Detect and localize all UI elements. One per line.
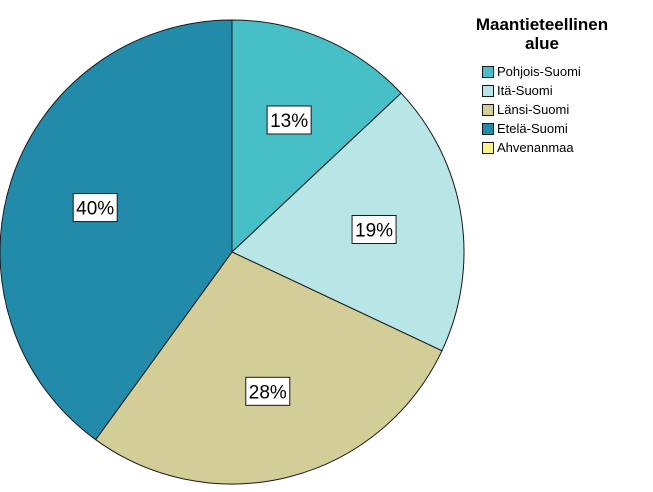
legend-title: Maantieteellinen alue [462, 15, 622, 53]
pie-label-box [266, 105, 312, 135]
legend-label: Ahvenanmaa [497, 140, 574, 155]
legend-label: Pohjois-Suomi [497, 64, 581, 79]
legend-swatch [482, 65, 494, 78]
legend-item-ahvenanmaa: Ahvenanmaa [482, 138, 622, 157]
legend-title-line-2: alue [524, 34, 560, 53]
pie-labels: 13% 19% 28% 40% [72, 105, 397, 406]
pie-label-lansi-suomi: 28% [245, 376, 291, 406]
legend-swatch [482, 103, 494, 116]
legend-title-line-1: Maantieteellinen [475, 15, 609, 34]
pie-label-text: 13% [270, 111, 308, 132]
pie-slice-ita-suomi [231, 92, 465, 352]
legend-label: Etelä-Suomi [497, 121, 568, 136]
legend-item-pohjois-suomi: Pohjois-Suomi [482, 62, 622, 81]
pie-label-box [351, 214, 397, 244]
pie-slices [0, 19, 465, 485]
pie-label-etela-suomi: 40% [72, 193, 118, 223]
pie-label-text: 28% [249, 382, 287, 403]
legend-items: Pohjois-Suomi Itä-Suomi Länsi-Suomi Etelä-S… [462, 62, 622, 157]
legend-item-lansi-suomi: Länsi-Suomi [482, 100, 622, 119]
pie-label-box [72, 193, 118, 223]
legend-item-etela-suomi: Etelä-Suomi [482, 119, 622, 138]
pie-slice-lansi-suomi [94, 251, 443, 485]
legend-item-ita-suomi: Itä-Suomi [482, 81, 622, 100]
pie-slice-pohjois-suomi [231, 19, 402, 254]
legend-label: Länsi-Suomi [497, 102, 570, 117]
legend-label: Itä-Suomi [497, 83, 553, 98]
legend-swatch [482, 141, 494, 154]
pie-label-pohjois-suomi: 13% [266, 105, 312, 135]
pie-label-text: 40% [76, 199, 114, 220]
pie-slice-etela-suomi [0, 19, 233, 441]
legend-swatch [482, 122, 494, 135]
pie-label-box [245, 376, 291, 406]
legend: Maantieteellinen alue Pohjois-Suomi Itä-S… [462, 15, 622, 157]
pie-label-text: 19% [355, 220, 393, 241]
pie-label-ita-suomi: 19% [351, 214, 397, 244]
legend-swatch [482, 84, 494, 97]
